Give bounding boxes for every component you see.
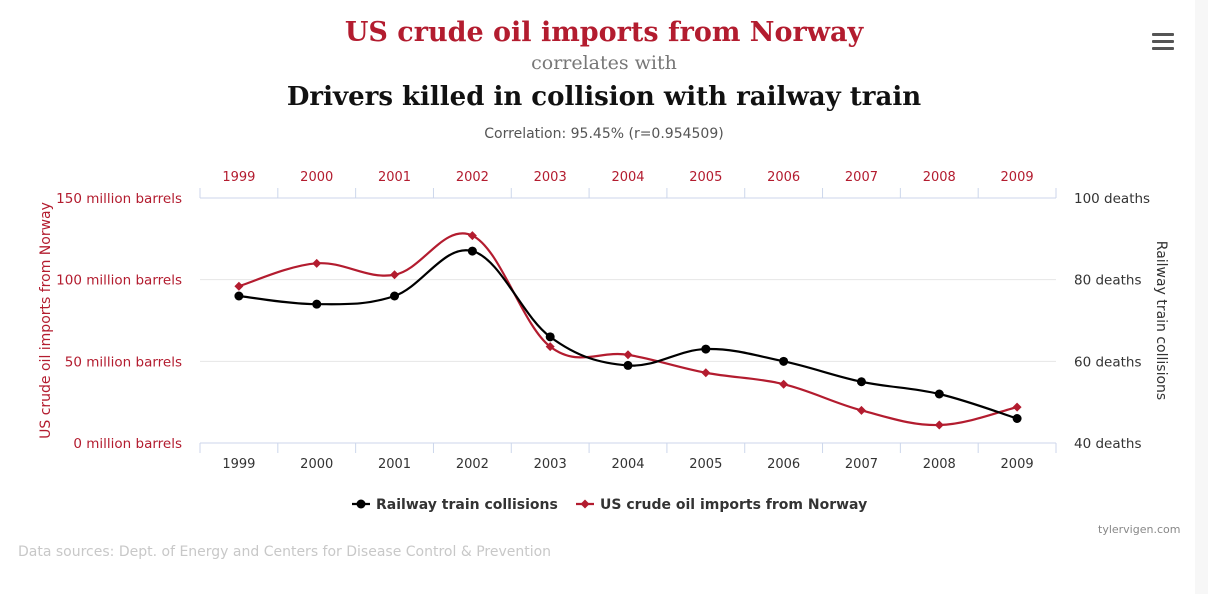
legend-marker-circle [356, 499, 366, 509]
x-tick-label-top: 2009 [1001, 170, 1034, 185]
legend-label: US crude oil imports from Norway [600, 497, 867, 513]
data-point-oil-imports [701, 368, 711, 378]
y-left-axis-title: US crude oil imports from Norway [38, 202, 54, 439]
x-tick-label-bottom: 2004 [611, 457, 644, 472]
x-tick-label-bottom: 2002 [456, 457, 489, 472]
x-tick-label-bottom: 2008 [923, 457, 956, 472]
data-point-railway-collisions [312, 299, 322, 309]
x-tick-label-top: 2007 [845, 170, 878, 185]
data-point-railway-collisions [779, 356, 789, 366]
data-point-railway-collisions [1012, 414, 1022, 423]
x-tick-label-top: 1999 [222, 170, 255, 185]
data-point-oil-imports [545, 342, 555, 352]
data-point-oil-imports [390, 270, 400, 280]
x-tick-label-top: 2000 [300, 170, 333, 185]
credit-link[interactable]: tylervigen.com [1098, 523, 1181, 536]
data-point-oil-imports [1012, 402, 1022, 412]
chart-subtitle: Drivers killed in collision with railway… [286, 82, 922, 112]
x-tick-label-bottom: 2006 [767, 457, 800, 472]
legend-marker-diamond [580, 499, 590, 509]
y-left-tick-label: 100 million barrels [56, 273, 182, 289]
data-sources-text: Data sources: Dept. of Energy and Center… [18, 544, 552, 560]
x-tick-label-bottom: 2005 [689, 457, 722, 472]
data-point-oil-imports [467, 231, 477, 241]
legend-label: Railway train collisions [376, 497, 558, 513]
y-right-axis-title: Railway train collisions [1153, 241, 1169, 400]
x-tick-label-bottom: 2000 [300, 457, 333, 472]
y-right-tick-label: 40 deaths [1074, 436, 1142, 452]
x-tick-label-bottom: 2009 [1001, 457, 1034, 472]
x-tick-label-top: 2006 [767, 170, 800, 185]
x-tick-label-top: 2008 [923, 170, 956, 185]
data-point-railway-collisions [545, 332, 555, 342]
y-left-tick-label: 0 million barrels [73, 436, 182, 452]
y-left-tick-label: 150 million barrels [56, 191, 182, 207]
data-point-oil-imports [934, 420, 944, 430]
data-point-oil-imports [779, 379, 789, 389]
x-tick-label-top: 2004 [611, 170, 644, 185]
x-tick-label-top: 2003 [534, 170, 567, 185]
data-point-oil-imports [623, 350, 633, 360]
data-point-railway-collisions [390, 291, 400, 301]
y-right-tick-label: 100 deaths [1074, 191, 1150, 207]
data-point-railway-collisions [234, 291, 244, 301]
data-point-oil-imports [312, 258, 322, 268]
y-right-tick-label: 80 deaths [1074, 273, 1142, 289]
series-line-oil-imports [238, 232, 1018, 427]
legend-item-oil-imports[interactable]: US crude oil imports from Norway [576, 497, 867, 513]
y-right-tick-label: 60 deaths [1074, 354, 1142, 370]
chart-title: US crude oil imports from Norway [344, 17, 864, 48]
data-point-oil-imports [856, 405, 866, 415]
chart-connector-text: correlates with [531, 52, 677, 74]
series-line-railway-collisions [238, 249, 1018, 420]
legend-item-railway-collisions[interactable]: Railway train collisions [352, 497, 558, 513]
data-point-railway-collisions [856, 377, 866, 387]
data-point-oil-imports [234, 281, 244, 291]
data-point-railway-collisions [934, 389, 944, 399]
y-left-tick-label: 50 million barrels [65, 354, 182, 370]
x-tick-label-bottom: 2003 [534, 457, 567, 472]
data-point-railway-collisions [701, 344, 711, 354]
x-tick-label-top: 2005 [689, 170, 722, 185]
hamburger-menu-icon[interactable] [1152, 33, 1174, 51]
x-tick-label-top: 2002 [456, 170, 489, 185]
data-point-railway-collisions [467, 246, 477, 256]
data-point-railway-collisions [623, 360, 633, 370]
correlation-text: Correlation: 95.45% (r=0.954509) [484, 126, 724, 142]
x-tick-label-bottom: 2007 [845, 457, 878, 472]
x-tick-label-bottom: 2001 [378, 457, 411, 472]
x-tick-label-bottom: 1999 [222, 457, 255, 472]
x-tick-label-top: 2001 [378, 170, 411, 185]
